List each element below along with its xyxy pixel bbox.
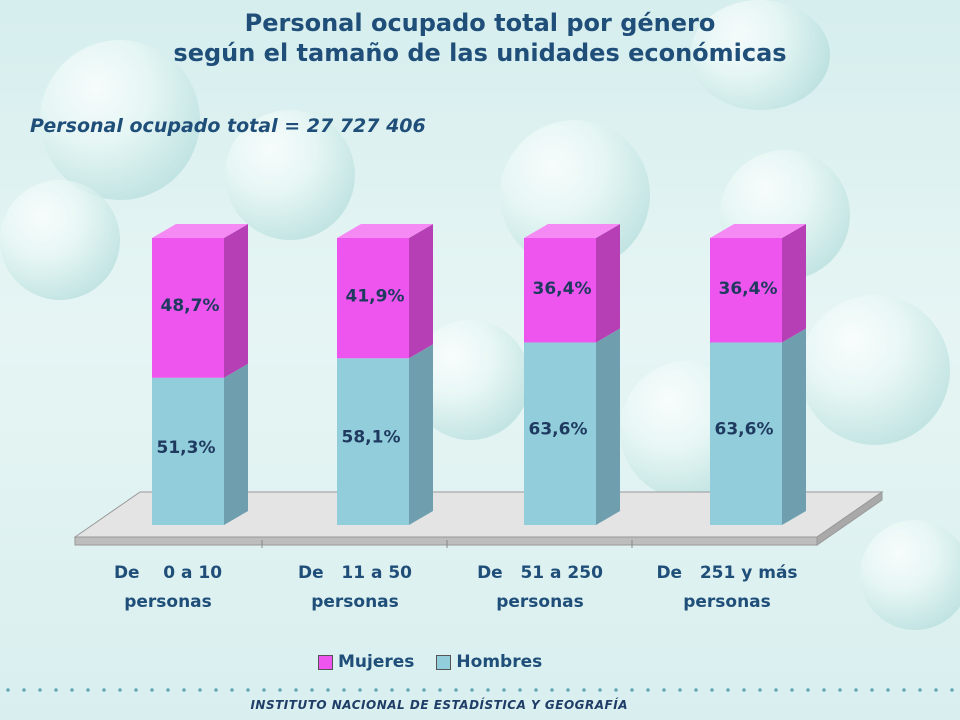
bar-hombres — [337, 358, 409, 525]
bar-hombres-side — [224, 363, 248, 525]
x-axis-labels: De 0 a 10 personas De 11 a 50 personas De 51… — [114, 563, 798, 612]
footer-dotted-line — [0, 686, 960, 694]
legend-item-hombres: Hombres — [436, 652, 542, 672]
bar-hombres-side — [596, 328, 620, 525]
total-personnel-label: Personal ocupado total = 27 727 406 — [30, 115, 426, 137]
background-bubble — [40, 40, 200, 200]
legend-swatch-hombres — [436, 654, 452, 670]
x-axis-category-label: personas — [683, 592, 771, 612]
chart-title-line2: según el tamaño de las unidades económic… — [173, 39, 787, 67]
floor-front — [74, 536, 818, 546]
legend-item-mujeres: Mujeres — [318, 652, 414, 672]
bar-mujeres-side — [224, 224, 248, 378]
value-label-mujeres: 41,9% — [346, 287, 405, 307]
bar-hombres-side — [782, 328, 806, 525]
value-label-hombres: 63,6% — [529, 419, 588, 439]
value-label-mujeres: 48,7% — [161, 296, 220, 316]
value-label-hombres: 63,6% — [715, 419, 774, 439]
stacked-bar-chart: 51,3% 48,7% 58,1% 41,9% 63,6% 36,4% 63,6% 36,4%… — [73, 224, 884, 612]
floor-side — [816, 491, 883, 546]
bar-stack: 63,6% 36,4% — [524, 224, 620, 525]
bar-mujeres — [524, 238, 596, 343]
bar-hombres — [524, 342, 596, 525]
x-axis-category-label: De 11 a 50 — [298, 563, 412, 583]
footer-institution: INSTITUTO NACIONAL DE ESTADÍSTICA Y GEOG… — [250, 698, 628, 712]
background-bubble — [860, 520, 960, 630]
bar-top-face — [524, 224, 620, 238]
bar-stack: 63,6% 36,4% — [710, 224, 806, 525]
x-axis-category-label: De 51 a 250 — [477, 563, 603, 583]
bar-hombres — [152, 377, 224, 525]
bar-group: 51,3% 48,7% 58,1% 41,9% 63,6% 36,4% 63,6% 36,4% — [152, 224, 806, 525]
bar-mujeres — [152, 238, 224, 378]
x-axis-category-label: De 251 y más — [656, 563, 797, 583]
legend-label-hombres: Hombres — [456, 652, 543, 672]
bar-mujeres-side — [596, 224, 620, 343]
bar-mujeres-side — [782, 224, 806, 343]
bar-stack: 51,3% 48,7% — [152, 224, 248, 525]
chart-title: Personal ocupado total por género según … — [0, 8, 960, 68]
chart-floor — [73, 491, 884, 548]
bar-top-face — [337, 224, 433, 238]
chart-title-line1: Personal ocupado total por género — [244, 9, 716, 37]
value-label-mujeres: 36,4% — [719, 279, 778, 299]
bar-mujeres — [337, 238, 409, 359]
legend: Mujeres Hombres — [318, 652, 542, 672]
background-bubble — [0, 180, 120, 300]
bar-mujeres-side — [409, 224, 433, 359]
legend-swatch-mujeres — [318, 654, 333, 670]
bar-hombres-side — [409, 344, 433, 525]
value-label-hombres: 51,3% — [157, 438, 216, 458]
value-label-hombres: 58,1% — [342, 428, 401, 448]
x-axis-category-label: De 0 a 10 — [114, 563, 222, 583]
x-axis-category-label: personas — [124, 592, 212, 612]
bar-top-face — [152, 224, 248, 238]
background-bubble — [800, 295, 950, 445]
legend-label-mujeres: Mujeres — [338, 652, 415, 672]
bar-stack: 58,1% 41,9% — [337, 224, 433, 525]
bar-top-face — [710, 224, 806, 238]
bar-hombres — [710, 342, 782, 525]
background-bubble — [690, 0, 830, 110]
background-bubble — [225, 110, 355, 240]
x-axis-category-label: personas — [311, 592, 399, 612]
x-axis-category-label: personas — [496, 592, 584, 612]
bar-mujeres — [710, 238, 782, 343]
value-label-mujeres: 36,4% — [533, 279, 592, 299]
